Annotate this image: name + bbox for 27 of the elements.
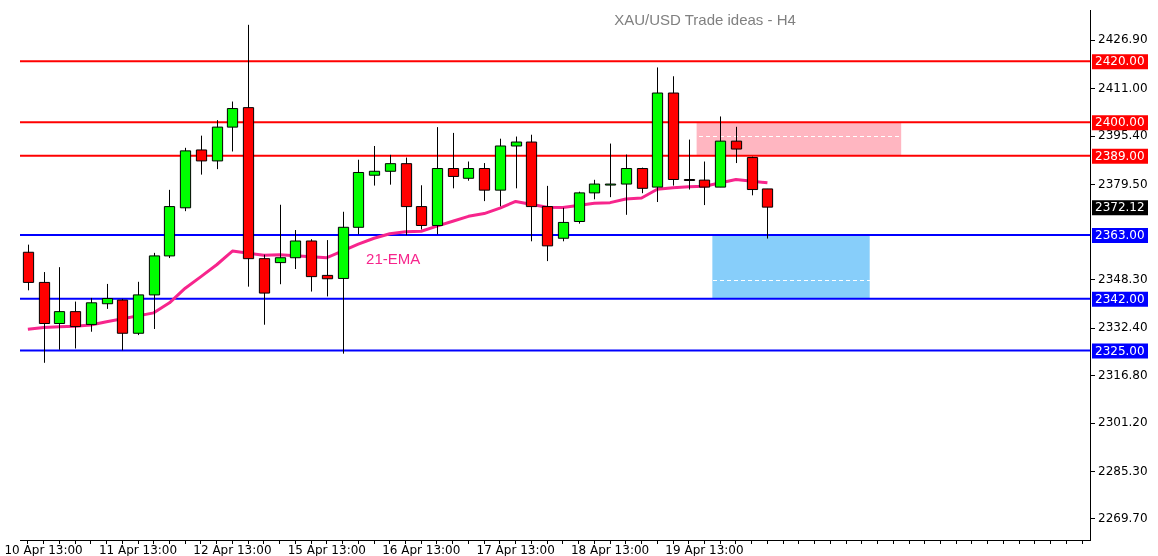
y-tick-label: 2411.00	[1098, 80, 1148, 95]
y-tick-label: 2316.80	[1098, 367, 1148, 382]
series-label: 21-EMA	[366, 250, 421, 268]
x-tick-label: 15 Apr 13:00	[287, 543, 366, 556]
x-tick-label: 19 Apr 13:00	[665, 543, 744, 556]
ref-line-label: 2400.00	[1095, 115, 1145, 130]
ref-line-label: 2325.00	[1095, 343, 1145, 358]
y-tick-label: 2285.30	[1098, 463, 1148, 478]
y-tick-label: 2395.40	[1098, 128, 1148, 143]
x-tick-label: 11 Apr 13:00	[98, 543, 178, 556]
y-tick-label: 2301.20	[1098, 415, 1148, 430]
ref-line-label: 2389.00	[1095, 148, 1145, 163]
chart-title: XAU/USD Trade ideas - H4	[613, 11, 797, 28]
y-tick-label: 2348.30	[1098, 271, 1148, 286]
y-tick-label: 2269.70	[1098, 511, 1148, 526]
x-tick-label: 16 Apr 13:00	[382, 543, 461, 556]
y-tick-label: 2379.50	[1098, 176, 1148, 191]
ref-line-label: 2342.00	[1095, 291, 1145, 306]
ref-line-label: 2363.00	[1095, 228, 1145, 243]
ref-line-label: 2420.00	[1095, 54, 1145, 69]
y-tick-label: 2332.40	[1098, 320, 1148, 335]
y-tick-label: 2426.90	[1098, 32, 1148, 47]
x-tick-label: 17 Apr 13:00	[476, 543, 555, 556]
text: 2372.12	[1095, 200, 1145, 215]
x-tick-label: 10 Apr 13:00	[4, 543, 83, 556]
x-tick-label: 18 Apr 13:00	[570, 543, 650, 556]
x-tick-label: 12 Apr 13:00	[193, 543, 272, 556]
